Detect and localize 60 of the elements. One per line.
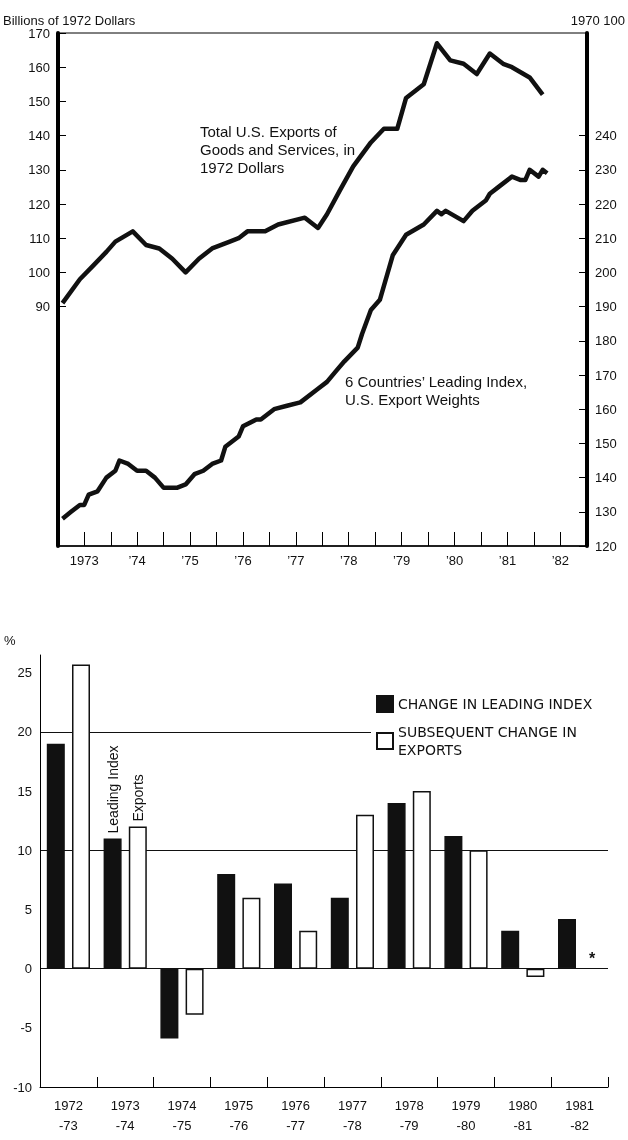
annotation: * — [588, 950, 596, 968]
x-tick-label: ’76 — [234, 553, 252, 568]
x-tick-label: ’74 — [128, 553, 146, 568]
x-tick-label: 1977 -78 — [337, 1097, 367, 1133]
x-tick-label: ’79 — [392, 553, 411, 568]
y-tick-label: 25 — [17, 665, 32, 681]
y-tick-label: 150 — [28, 93, 50, 109]
y-tick-label: -5 — [20, 1020, 32, 1036]
y-tick-label: 15 — [17, 783, 32, 799]
x-tick-label: 1981 -82 — [565, 1097, 595, 1133]
y-tick-label: 90 — [35, 299, 50, 315]
y2-tick-label: 180 — [595, 333, 617, 349]
y2-tick-label: 240 — [595, 128, 617, 144]
y2-axis-title: 1970 100 — [570, 13, 625, 28]
y-tick-label: 130 — [28, 162, 50, 178]
x-tick-label: 1980 -81 — [508, 1097, 538, 1133]
x-tick-label: 1972 -73 — [53, 1097, 83, 1133]
y2-tick-label: 130 — [595, 504, 617, 520]
x-tick-label: 1973 — [69, 553, 99, 568]
y2-tick-label: 210 — [595, 230, 617, 246]
annotation: Exports — [129, 774, 146, 822]
y2-tick-label: 160 — [595, 401, 617, 417]
x-tick-label: ’77 — [287, 553, 305, 568]
y2-tick-label: 170 — [595, 367, 617, 383]
series-label: Total U.S. Exports of Goods and Services, in 1972 Dollars — [200, 122, 360, 176]
y-tick-label: 20 — [17, 724, 32, 740]
x-tick-label: ’78 — [340, 553, 358, 568]
x-tick-label: 1976 -77 — [281, 1097, 311, 1133]
y-tick-label: 5 — [24, 901, 32, 917]
y-tick-label: 100 — [28, 264, 50, 280]
y2-tick-label: 140 — [595, 470, 617, 486]
legend-label: CHANGE IN LEADING INDEX — [398, 696, 593, 712]
x-tick-label: 1973 -74 — [110, 1097, 140, 1133]
x-tick-label: ’75 — [181, 553, 199, 568]
legend-label: SUBSEQUENT CHANGE IN EXPORTS — [398, 724, 582, 758]
y2-tick-label: 200 — [595, 264, 617, 280]
x-tick-label: 1979 -80 — [451, 1097, 481, 1133]
x-tick-label: ’82 — [551, 553, 570, 568]
annotation: Leading Index — [104, 745, 121, 834]
y-tick-label: 170 — [28, 25, 50, 41]
x-tick-label: ’80 — [445, 553, 464, 568]
y-tick-label: 120 — [28, 196, 50, 212]
x-tick-label: 1978 -79 — [394, 1097, 424, 1133]
y-tick-label: 0 — [24, 961, 32, 977]
y2-tick-label: 230 — [595, 162, 617, 178]
y-tick-label: 140 — [28, 128, 50, 144]
y-axis-title: Billions of 1972 Dollars — [3, 12, 136, 28]
y-tick-label: 110 — [29, 230, 50, 246]
y-tick-label: -10 — [13, 1079, 32, 1095]
y2-tick-label: 220 — [595, 196, 617, 212]
y2-tick-label: 190 — [595, 299, 617, 315]
x-tick-label: 1974 -75 — [167, 1097, 197, 1133]
y-axis-title: % — [4, 633, 16, 648]
y-tick-label: 10 — [17, 842, 32, 858]
x-tick-label: 1975 -76 — [224, 1097, 254, 1133]
y-tick-label: 160 — [28, 59, 50, 75]
y2-tick-label: 150 — [595, 435, 617, 451]
x-tick-label: ’81 — [498, 553, 517, 568]
series-label: 6 Countries’ Leading Index, U.S. Export Weights — [345, 372, 532, 408]
y2-tick-label: 120 — [595, 538, 617, 554]
